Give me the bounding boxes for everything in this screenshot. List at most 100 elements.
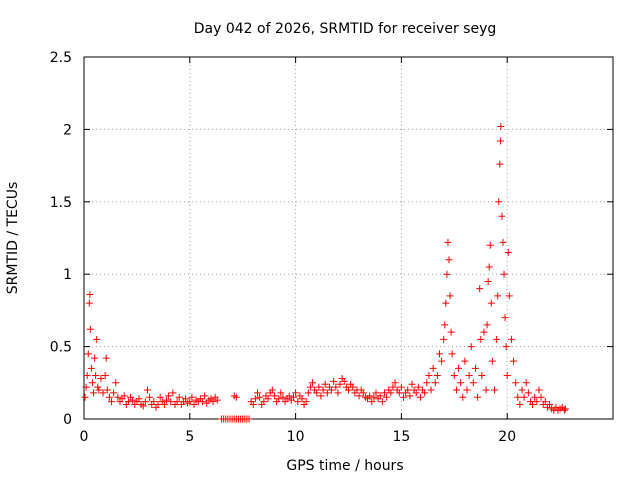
data-point — [87, 364, 95, 372]
data-point — [334, 389, 342, 397]
data-point — [141, 398, 149, 406]
x-tick-label: 0 — [80, 429, 89, 445]
data-point — [510, 357, 518, 365]
data-point — [135, 395, 143, 403]
data-point — [254, 389, 262, 397]
data-point — [160, 401, 168, 409]
data-point — [97, 374, 105, 382]
data-point — [497, 123, 505, 131]
data-point — [387, 389, 395, 397]
data-point — [82, 383, 90, 391]
data-point — [169, 389, 177, 397]
data-point — [332, 383, 340, 391]
y-tick-label: 2 — [63, 122, 72, 138]
data-point — [277, 389, 285, 397]
data-point — [502, 343, 510, 351]
data-point — [264, 395, 272, 403]
data-point — [516, 401, 524, 409]
data-point — [429, 364, 437, 372]
data-point — [486, 241, 494, 249]
data-point — [484, 277, 492, 285]
data-point — [120, 392, 128, 400]
data-point — [323, 389, 331, 397]
data-point — [459, 393, 467, 401]
data-point — [86, 325, 94, 333]
data-point — [275, 395, 283, 403]
data-point — [175, 393, 183, 401]
data-point — [378, 398, 386, 406]
data-point — [465, 372, 473, 380]
data-point — [477, 335, 485, 343]
data-point — [494, 292, 502, 300]
data-point — [103, 386, 111, 394]
data-point — [435, 350, 443, 358]
data-point — [306, 383, 314, 391]
data-point — [495, 198, 503, 206]
data-point — [198, 398, 206, 406]
data-point — [94, 383, 102, 391]
data-point — [438, 357, 446, 365]
data-point — [99, 389, 107, 397]
chart-title: Day 042 of 2026, SRMTID for receiver sey… — [194, 21, 497, 37]
data-point — [446, 292, 454, 300]
data-point — [514, 393, 522, 401]
data-point — [92, 372, 100, 380]
data-point — [504, 248, 512, 256]
data-point — [496, 137, 504, 145]
data-point — [146, 393, 154, 401]
data-point — [485, 263, 493, 271]
x-tick-label: 5 — [185, 429, 194, 445]
data-point — [294, 398, 302, 406]
data-point — [251, 395, 259, 403]
data-point — [395, 389, 403, 397]
data-point — [501, 314, 509, 322]
data-point — [359, 389, 367, 397]
data-point — [270, 392, 278, 400]
y-tick-label: 1 — [63, 267, 72, 283]
y-tick-label: 2.5 — [50, 50, 72, 66]
data-point — [129, 396, 137, 404]
x-axis-label: GPS time / hours — [286, 458, 403, 474]
data-point — [412, 389, 420, 397]
data-point — [425, 372, 433, 380]
data-point — [313, 389, 321, 397]
y-axis-label: SRMTID / TECUs — [5, 182, 21, 295]
data-point — [143, 386, 151, 394]
data-point — [232, 393, 240, 401]
data-point — [397, 383, 405, 391]
data-point — [156, 393, 164, 401]
data-point — [537, 393, 545, 401]
data-point — [268, 386, 276, 394]
data-point — [482, 386, 490, 394]
data-point — [518, 386, 526, 394]
data-point — [480, 328, 488, 336]
data-point — [355, 392, 363, 400]
data-point — [340, 377, 348, 385]
data-point — [546, 401, 554, 409]
data-point — [154, 401, 162, 409]
y-tick-label: 0 — [63, 412, 72, 428]
data-point — [213, 396, 221, 404]
data-point — [91, 354, 99, 362]
data-point — [531, 393, 539, 401]
data-point — [445, 256, 453, 264]
data-point — [491, 386, 499, 394]
data-point — [469, 379, 477, 387]
data-point — [452, 386, 460, 394]
data-point — [186, 398, 194, 406]
data-point — [533, 398, 541, 406]
data-point — [319, 386, 327, 394]
data-point — [321, 380, 329, 388]
data-point — [249, 401, 257, 409]
data-point — [431, 379, 439, 387]
data-point — [114, 393, 122, 401]
data-point — [95, 386, 103, 394]
data-point — [292, 389, 300, 397]
data-point — [81, 393, 89, 401]
data-point — [349, 383, 357, 391]
data-point — [298, 395, 306, 403]
x-tick-label: 15 — [392, 429, 410, 445]
data-point — [88, 379, 96, 387]
data-point — [442, 299, 450, 307]
